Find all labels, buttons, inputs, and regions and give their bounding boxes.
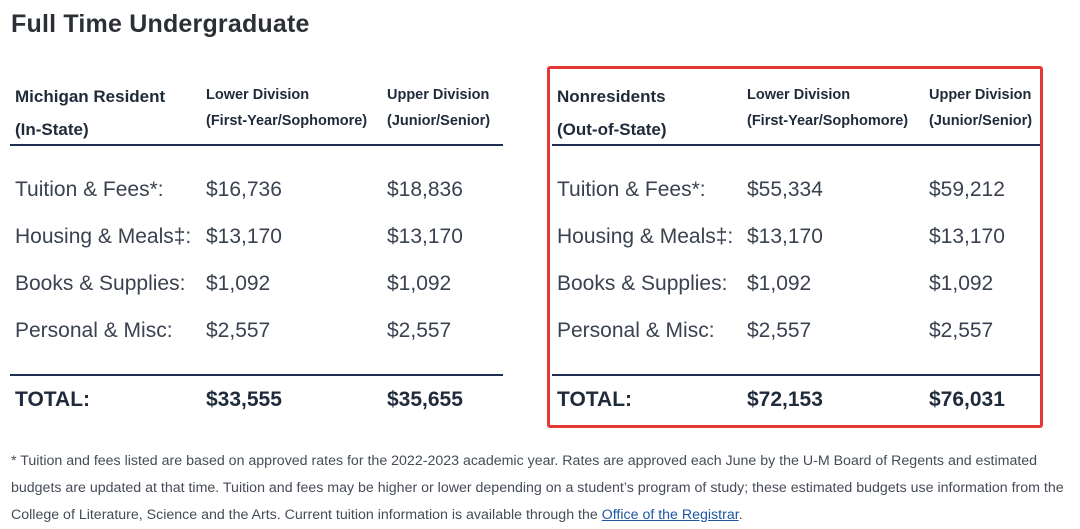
lower-division-heading: Lower Division (First-Year/Sophomore) [206, 87, 368, 129]
instate-cost-table: Michigan Resident (In-State) Lower Divis… [10, 80, 503, 428]
footnote: * Tuition and fees listed are based on a… [11, 448, 1073, 529]
row-label: Personal & Misc: [15, 319, 173, 342]
outstate-cost-table: Nonresidents (Out-of-State) Lower Divisi… [552, 80, 1042, 428]
total-row: TOTAL: $72,153 $76,031 [552, 374, 1042, 428]
upper-division-value: $59,212 [929, 178, 1005, 201]
lower-division-value: $55,334 [747, 178, 823, 201]
total-upper-value: $35,655 [387, 388, 463, 411]
page-title: Full Time Undergraduate [11, 10, 310, 38]
cost-rows: Tuition & Fees*: $16,736 $18,836 Housing… [10, 146, 503, 374]
registrar-link[interactable]: Office of the Registrar [601, 507, 739, 523]
lower-division-value: $2,557 [206, 319, 271, 342]
row-label: Books & Supplies: [557, 272, 728, 295]
lower-division-value: $2,557 [747, 319, 812, 342]
upper-division-heading: Upper Division (Junior/Senior) [929, 87, 1033, 129]
upper-division-heading: Upper Division (Junior/Senior) [387, 87, 491, 129]
table-row: Tuition & Fees*: $16,736 $18,836 [10, 166, 503, 213]
total-row: TOTAL: $33,555 $35,655 [10, 374, 503, 428]
table-row: Personal & Misc: $2,557 $2,557 [552, 307, 1042, 354]
table-row: Tuition & Fees*: $55,334 $59,212 [552, 166, 1042, 213]
footnote-end: . [738, 507, 743, 523]
table-header: Nonresidents (Out-of-State) Lower Divisi… [552, 80, 1042, 146]
residency-title: Michigan Resident [15, 87, 166, 106]
highlight-box [547, 66, 1043, 428]
upper-division-value: $13,170 [929, 225, 1005, 248]
footnote-text: * Tuition and fees listed are based on a… [11, 453, 1064, 523]
upper-division-value: $2,557 [387, 319, 452, 342]
table-row: Books & Supplies: $1,092 $1,092 [552, 260, 1042, 307]
upper-division-value: $1,092 [929, 272, 994, 295]
upper-division-value: $2,557 [929, 319, 994, 342]
table-row: Personal & Misc: $2,557 $2,557 [10, 307, 503, 354]
upper-division-value: $1,092 [387, 272, 452, 295]
lower-division-value: $1,092 [206, 272, 271, 295]
total-lower-value: $33,555 [206, 388, 282, 411]
residency-title: Nonresidents [557, 87, 666, 106]
table-row: Books & Supplies: $1,092 $1,092 [10, 260, 503, 307]
total-label: TOTAL: [15, 388, 91, 411]
row-label: Personal & Misc: [557, 319, 715, 342]
row-label: Tuition & Fees*: [15, 178, 164, 201]
lower-division-value: $16,736 [206, 178, 282, 201]
residency-subtitle: (Out-of-State) [557, 120, 667, 139]
table-row: Housing & Meals‡: $13,170 $13,170 [10, 213, 503, 260]
table-header: Michigan Resident (In-State) Lower Divis… [10, 80, 503, 146]
upper-division-value: $18,836 [387, 178, 463, 201]
total-label: TOTAL: [557, 388, 633, 411]
cost-rows: Tuition & Fees*: $55,334 $59,212 Housing… [552, 146, 1042, 374]
lower-division-value: $13,170 [747, 225, 823, 248]
total-upper-value: $76,031 [929, 388, 1005, 411]
total-lower-value: $72,153 [747, 388, 823, 411]
lower-division-value: $13,170 [206, 225, 282, 248]
lower-division-value: $1,092 [747, 272, 812, 295]
row-label: Tuition & Fees*: [557, 178, 706, 201]
residency-heading: Michigan Resident (In-State) [15, 80, 165, 146]
row-label: Housing & Meals‡: [557, 225, 734, 248]
table-row: Housing & Meals‡: $13,170 $13,170 [552, 213, 1042, 260]
residency-subtitle: (In-State) [15, 120, 89, 139]
row-label: Books & Supplies: [15, 272, 186, 295]
upper-division-value: $13,170 [387, 225, 463, 248]
residency-heading: Nonresidents (Out-of-State) [557, 80, 667, 146]
row-label: Housing & Meals‡: [15, 225, 192, 248]
lower-division-heading: Lower Division (First-Year/Sophomore) [747, 87, 909, 129]
